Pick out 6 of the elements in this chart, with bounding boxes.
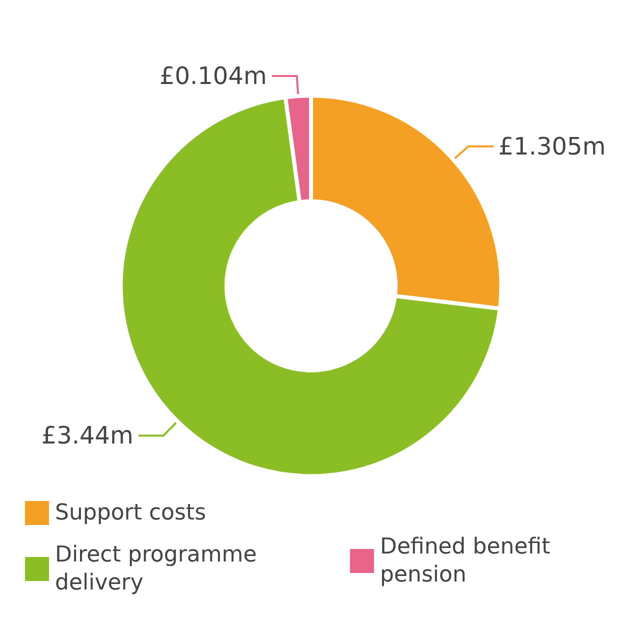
legend-label: Defined benefit pension [380,534,558,588]
legend-label: Direct programme delivery [55,542,264,596]
data-label: £0.104m [159,62,267,90]
data-label: £1.305m [498,132,606,160]
data-label: £3.44m [41,422,134,450]
legend-label: Support costs [55,500,206,526]
